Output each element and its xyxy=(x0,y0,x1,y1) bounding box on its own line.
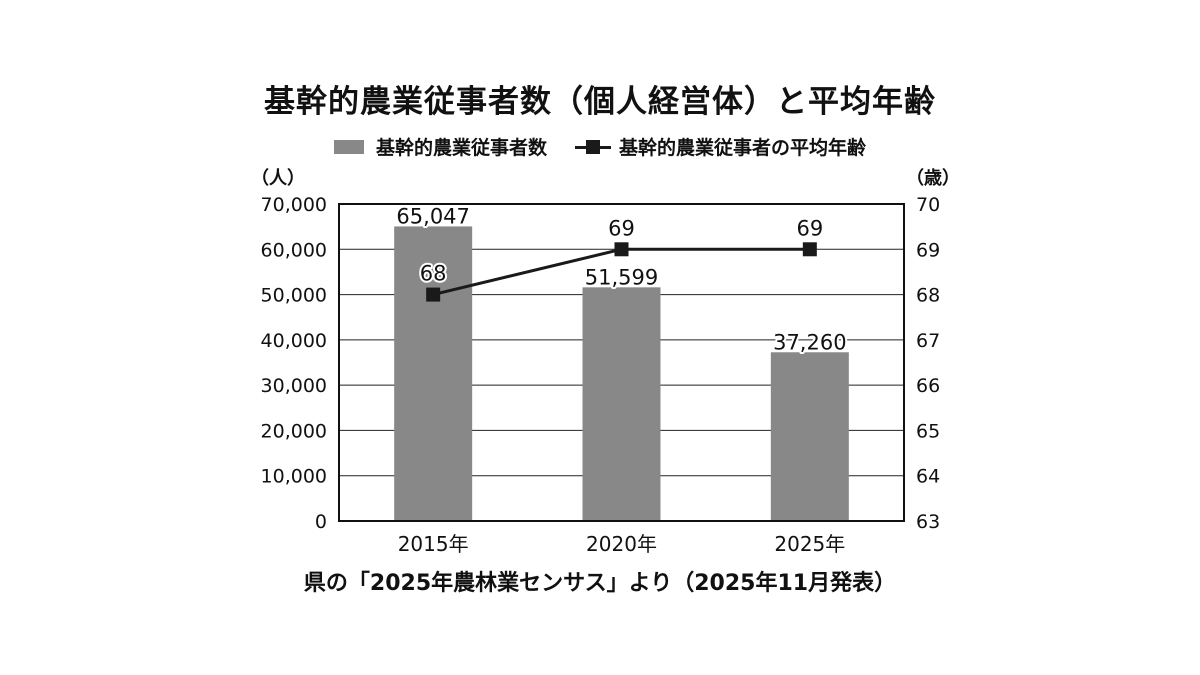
bar-value-label: 51,599 xyxy=(585,265,658,289)
y-right-tick-label: 64 xyxy=(916,466,940,488)
bar-value-label: 65,047 xyxy=(396,204,469,228)
right-axis-unit: （歳） xyxy=(906,168,960,189)
plot-frame xyxy=(338,203,905,522)
bar-value-label: 37,260 xyxy=(773,330,846,354)
age-value-label: 69 xyxy=(796,216,823,240)
y-left-tick-label: 40,000 xyxy=(261,330,327,352)
legend-item-line: 基幹的農業従事者の平均年齢 xyxy=(575,133,866,160)
legend-line-label: 基幹的農業従事者の平均年齢 xyxy=(619,137,867,159)
y-right-tick-label: 67 xyxy=(916,330,940,352)
y-right-tick-label: 63 xyxy=(916,511,940,533)
y-left-tick-label: 50,000 xyxy=(261,285,327,307)
legend: 基幹的農業従事者数 基幹的農業従事者の平均年齢 xyxy=(0,133,1200,160)
age-marker xyxy=(426,287,441,302)
bar xyxy=(582,287,661,521)
y-left-tick-label: 70,000 xyxy=(261,194,327,216)
chart-title: 基幹的農業従事者数（個人経営体）と平均年齢 xyxy=(264,84,936,120)
y-right-tick-label: 66 xyxy=(916,375,940,397)
y-left-tick-label: 30,000 xyxy=(261,375,327,397)
x-tick-label: 2015年 xyxy=(398,532,469,556)
bar xyxy=(770,352,849,521)
y-left-tick-label: 60,000 xyxy=(261,239,327,261)
y-left-tick-label: 20,000 xyxy=(261,420,327,442)
legend-bar-swatch xyxy=(333,139,364,154)
y-right-tick-label: 68 xyxy=(916,285,940,307)
legend-item-bar: 基幹的農業従事者数 xyxy=(333,133,547,160)
age-value-label: 69 xyxy=(608,216,635,240)
x-tick-label: 2025年 xyxy=(774,532,845,556)
legend-line-swatch xyxy=(575,139,611,154)
x-tick-label: 2020年 xyxy=(586,532,657,556)
y-right-tick-label: 69 xyxy=(916,239,940,261)
age-marker xyxy=(802,242,817,257)
y-right-tick-label: 70 xyxy=(916,194,940,216)
source-note: 県の「2025年農林業センサス」より（2025年11月発表） xyxy=(303,571,897,596)
y-left-tick-label: 0 xyxy=(315,511,327,533)
bar xyxy=(394,226,473,522)
age-value-label: 68 xyxy=(420,262,447,286)
age-marker xyxy=(614,242,629,257)
legend-bar-label: 基幹的農業従事者数 xyxy=(375,137,547,159)
left-axis-unit: （人） xyxy=(251,168,305,189)
y-right-tick-label: 65 xyxy=(916,420,940,442)
y-left-tick-label: 10,000 xyxy=(261,466,327,488)
